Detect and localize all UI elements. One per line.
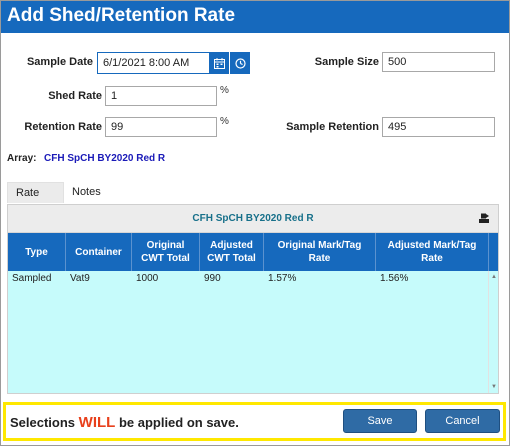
save-button[interactable]: Save [343,409,417,433]
column-header-original-rate[interactable]: Original Mark/Tag Rate [264,233,376,271]
save-notice-emphasis: WILL [78,414,116,431]
save-notice-suffix: be applied on save. [118,415,239,430]
dialog-title-bar: Add Shed/Retention Rate [1,1,509,33]
rate-grid: CFH SpCH BY2020 Red R Type Container Ori… [7,204,499,394]
time-button[interactable] [230,52,250,74]
retention-rate-input[interactable]: 99 [105,117,217,137]
column-header-adjusted-rate[interactable]: Adjusted Mark/Tag Rate [376,233,489,271]
shed-rate-input[interactable]: 1 [105,86,217,106]
save-notice: Selections WILL be applied on save. [10,414,239,431]
sample-date-input[interactable]: 6/1/2021 8:00 AM [97,52,210,74]
array-value: CFH SpCH BY2020 Red R [44,153,166,164]
retention-rate-unit: % [220,116,229,127]
scroll-down-icon[interactable]: ▼ [491,384,497,390]
sample-size-label: Sample Size [314,56,379,68]
grid-title: CFH SpCH BY2020 Red R [192,213,314,224]
cancel-button[interactable]: Cancel [425,409,500,433]
clock-icon [234,57,246,69]
cell-adjusted-cwt: 990 [204,273,221,284]
sample-retention-label: Sample Retention [286,121,379,133]
shed-rate-unit: % [220,85,229,96]
sample-date-label: Sample Date [26,56,93,68]
tab-notes[interactable]: Notes [72,186,101,198]
calendar-button[interactable] [209,52,229,74]
sample-retention-input[interactable]: 495 [382,117,495,137]
footer-bar: Selections WILL be applied on save. Save… [3,402,506,441]
grid-column-header-row: Type Container Original CWT Total Adjust… [8,233,498,271]
tab-rate[interactable]: Rate [7,182,64,203]
shed-rate-label: Shed Rate [48,90,102,102]
column-header-type[interactable]: Type [8,233,66,271]
cell-type: Sampled [12,273,52,284]
array-label: Array: [7,153,37,164]
export-icon[interactable] [478,212,490,224]
save-notice-prefix: Selections [10,415,76,430]
column-header-adjusted-cwt[interactable]: Adjusted CWT Total [200,233,264,271]
calendar-icon [213,57,225,69]
grid-header: CFH SpCH BY2020 Red R [8,205,498,233]
cell-container: Vat9 [70,273,90,284]
sample-size-input[interactable]: 500 [382,52,495,72]
cell-adjusted-rate: 1.56% [380,273,409,284]
grid-scrollbar[interactable]: ▲ ▼ [488,271,498,393]
column-header-container[interactable]: Container [66,233,132,271]
scroll-up-icon[interactable]: ▲ [491,274,497,280]
column-header-original-cwt[interactable]: Original CWT Total [132,233,200,271]
retention-rate-label: Retention Rate [24,121,102,133]
dialog-title: Add Shed/Retention Rate [7,5,236,26]
cell-original-rate: 1.57% [268,273,297,284]
cell-original-cwt: 1000 [136,273,159,284]
table-row[interactable]: Sampled Vat9 1000 990 1.57% 1.56% [8,271,489,287]
